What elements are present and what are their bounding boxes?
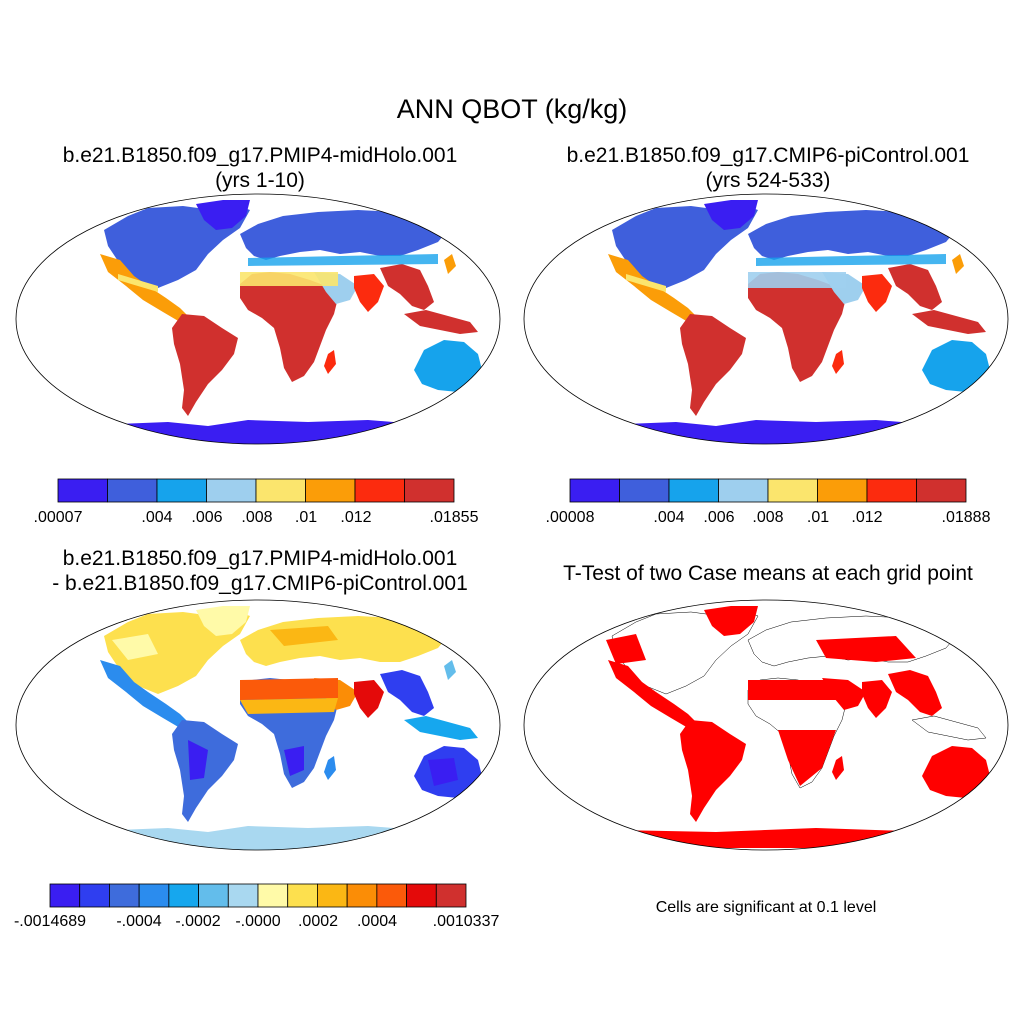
panel-title-picontrol-line2: (yrs 524-533) (705, 169, 831, 192)
panel-title-midholo-line2: (yrs 1-10) (215, 169, 305, 192)
figure-title: ANN QBOT (kg/kg) (396, 94, 628, 124)
colorbar-tick-label: .01 (295, 509, 317, 526)
colorbar-swatch (79, 883, 110, 908)
panel-title-midholo-line1: b.e21.B1850.f09_g17.PMIP4-midHolo.001 (62, 144, 458, 167)
colorbar-swatch (866, 478, 917, 503)
ttest-note: Cells are significant at 0.1 level (655, 899, 877, 916)
colorbar-swatch (107, 478, 158, 503)
colorbar-tick-label: -.0002 (175, 913, 220, 930)
panel-title-ttest: T-Test of two Case means at each grid po… (518, 561, 1018, 586)
colorbar-swatch (916, 478, 967, 503)
colorbar-tick-label: .008 (241, 509, 272, 526)
colorbar-swatch (718, 478, 769, 503)
panel-title-ttest-line1: T-Test of two Case means at each grid po… (563, 562, 973, 585)
panel-title-midholo: b.e21.B1850.f09_g17.PMIP4-midHolo.001 (y… (10, 143, 510, 193)
panel-title-difference: b.e21.B1850.f09_g17.PMIP4-midHolo.001 - … (10, 546, 510, 596)
map-difference (15, 599, 501, 851)
colorbar-tick-label: -.0000 (235, 913, 280, 930)
colorbar-swatch (287, 883, 318, 908)
colorbar-swatch (255, 478, 306, 503)
colorbar-tick-label: .0002 (298, 913, 338, 930)
colorbar-tick-label: .012 (340, 509, 371, 526)
colorbar-tick-label: .01 (807, 509, 829, 526)
colorbar-tick-label: .0010337 (433, 913, 500, 930)
panel-title-difference-line1: b.e21.B1850.f09_g17.PMIP4-midHolo.001 (62, 547, 458, 570)
colorbar-tick-label: .01855 (430, 509, 479, 526)
panel-title-picontrol-line1: b.e21.B1850.f09_g17.CMIP6-piControl.001 (566, 144, 970, 167)
colorbar-swatch (435, 883, 467, 908)
colorbar-swatch (406, 883, 437, 908)
colorbar-swatch (346, 883, 378, 908)
colorbar-swatch (619, 478, 670, 503)
colorbar-tick-label: .00008 (546, 509, 595, 526)
colorbar-tick-label: -.0014689 (14, 913, 86, 930)
colorbar-swatch (317, 883, 348, 908)
colorbar-swatch (404, 478, 455, 503)
map-ttest (523, 599, 1009, 851)
colorbar-tick-label: .0004 (357, 913, 397, 930)
colorbar-swatch (109, 883, 140, 908)
panel-title-picontrol: b.e21.B1850.f09_g17.CMIP6-piControl.001 … (518, 143, 1018, 193)
colorbar-swatch (206, 478, 257, 503)
colorbar-swatch (569, 478, 620, 503)
map-midholo (15, 193, 501, 445)
colorbar-swatch (257, 883, 289, 908)
colorbar-swatch (354, 478, 405, 503)
colorbar-tick-label: .004 (141, 509, 172, 526)
colorbar-tick-label: .006 (703, 509, 734, 526)
colorbar-difference: -.0014689 -.0004 -.0002 -.0000 .0002 .0004 .00… (14, 883, 500, 930)
map-picontrol (523, 193, 1009, 445)
colorbar-swatch (227, 883, 259, 908)
colorbar-tick-label: .01888 (942, 509, 991, 526)
colorbar-tick-label: .012 (851, 509, 882, 526)
colorbar-midholo: .00007 .004 .006 .008 .01 .012 .01855 (34, 478, 479, 526)
colorbar-swatch (168, 883, 199, 908)
panel-title-difference-line2: - b.e21.B1850.f09_g17.CMIP6-piControl.00… (52, 572, 468, 595)
colorbar-tick-label: .006 (191, 509, 222, 526)
colorbar-swatch (376, 883, 407, 908)
colorbar-swatch (57, 478, 108, 503)
colorbar-tick-label: .00007 (34, 509, 83, 526)
colorbar-swatch (198, 883, 229, 908)
colorbar-swatch (305, 478, 356, 503)
colorbar-tick-label: .004 (653, 509, 684, 526)
colorbar-swatch (817, 478, 868, 503)
colorbar-swatch (138, 883, 170, 908)
colorbar-swatch (156, 478, 207, 503)
colorbar-tick-label: -.0004 (116, 913, 161, 930)
colorbar-swatch (49, 883, 81, 908)
colorbar-picontrol: .00008 .004 .006 .008 .01 .012 .01888 (546, 478, 991, 526)
colorbar-swatch (767, 478, 818, 503)
colorbar-swatch (668, 478, 719, 503)
colorbar-tick-label: .008 (752, 509, 783, 526)
